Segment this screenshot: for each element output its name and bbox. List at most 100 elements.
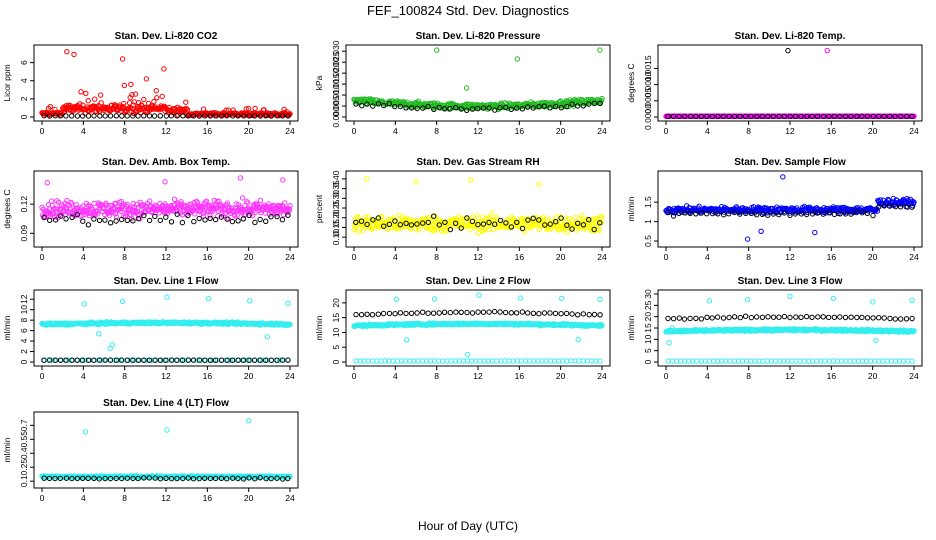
data-point <box>360 227 367 233</box>
data-point <box>793 314 799 320</box>
data-point <box>553 219 559 225</box>
data-point <box>586 101 592 107</box>
data-point <box>159 93 165 100</box>
x-tick-label: 12 <box>473 126 483 136</box>
data-point <box>74 113 81 119</box>
data-point <box>174 211 180 217</box>
x-tick-label: 20 <box>868 252 878 262</box>
data-point <box>353 219 359 226</box>
data-point <box>146 113 153 119</box>
y-tick-label: 0.020 <box>331 62 341 84</box>
data-point <box>80 113 86 119</box>
data-point <box>563 310 570 317</box>
data-point <box>353 101 359 107</box>
x-tick-label: 0 <box>352 126 357 136</box>
data-point-outlier <box>873 337 879 344</box>
panel-3: Stan. Dev. Li-820 Temp.degrees C0 4 8 12 16 2… <box>626 31 923 136</box>
panel-title: Stan. Dev. Gas Stream RH <box>416 157 539 168</box>
y-tick-label: 0.025 <box>331 51 341 73</box>
data-point <box>94 211 101 217</box>
data-point <box>274 211 280 217</box>
data-point <box>202 357 208 363</box>
data-point <box>720 315 727 321</box>
x-tick-label: 20 <box>868 126 878 136</box>
data-point <box>233 201 239 207</box>
panel-points <box>39 418 293 482</box>
data-point <box>375 101 382 107</box>
data-point <box>726 314 732 321</box>
data-point <box>252 105 258 112</box>
data-point <box>720 113 727 120</box>
data-point <box>425 214 432 221</box>
data-point <box>282 200 288 206</box>
data-point-outlier <box>64 49 70 55</box>
data-point <box>185 113 191 119</box>
data-point <box>670 213 677 219</box>
data-point <box>113 218 119 224</box>
data-point-outlier <box>575 336 581 343</box>
data-point <box>480 221 487 227</box>
data-point <box>826 209 832 216</box>
data-point <box>859 113 865 120</box>
data-point <box>203 198 210 204</box>
y-tick-label: 10 <box>331 327 341 337</box>
data-point <box>257 357 263 363</box>
data-point <box>51 214 58 220</box>
data-point <box>508 224 514 230</box>
data-point <box>224 216 230 222</box>
data-point <box>183 105 190 112</box>
y-tick-label: 0.0000 <box>643 104 653 130</box>
data-point <box>279 113 286 119</box>
data-point <box>152 213 158 220</box>
x-tick-label: 16 <box>515 126 525 136</box>
data-point <box>859 314 865 321</box>
data-point <box>230 113 236 119</box>
data-point <box>420 220 426 226</box>
data-point <box>63 113 69 119</box>
data-point <box>514 219 520 226</box>
data-point <box>246 212 252 219</box>
data-point <box>737 211 743 217</box>
data-point <box>480 309 487 315</box>
data-point <box>151 113 158 119</box>
data-point <box>597 312 603 318</box>
panel-points <box>351 47 605 114</box>
data-point <box>676 315 682 321</box>
data-point <box>820 314 826 320</box>
data-point-outlier <box>785 47 791 54</box>
data-point <box>179 219 186 226</box>
data-point <box>870 315 876 321</box>
data-point <box>809 211 816 217</box>
data-point <box>752 358 758 364</box>
x-tick-label: 8 <box>746 126 751 136</box>
data-point <box>92 96 98 102</box>
data-point-outlier <box>909 297 915 303</box>
x-tick-label: 24 <box>909 252 919 262</box>
data-point <box>687 113 694 120</box>
data-point <box>242 211 249 218</box>
data-point-outlier <box>824 47 830 54</box>
data-point <box>453 309 459 315</box>
data-point <box>174 357 180 363</box>
data-point <box>246 113 252 119</box>
data-point <box>759 113 765 120</box>
panel-ylabel: ml/min <box>314 315 324 340</box>
y-tick-label: 6 <box>19 60 29 65</box>
data-point <box>63 357 69 363</box>
data-point <box>704 314 710 320</box>
data-point <box>403 310 409 317</box>
data-point <box>820 211 826 217</box>
data-point <box>235 357 241 363</box>
data-point <box>58 213 64 219</box>
data-point <box>91 357 97 363</box>
data-point <box>737 113 743 120</box>
data-point <box>754 212 760 218</box>
data-point <box>665 113 671 120</box>
data-point <box>153 88 159 94</box>
data-point <box>91 216 97 222</box>
data-point <box>229 357 236 363</box>
x-tick-label: 4 <box>81 371 86 381</box>
data-point-outlier <box>870 299 876 305</box>
data-point <box>881 113 887 120</box>
data-point <box>831 113 837 120</box>
